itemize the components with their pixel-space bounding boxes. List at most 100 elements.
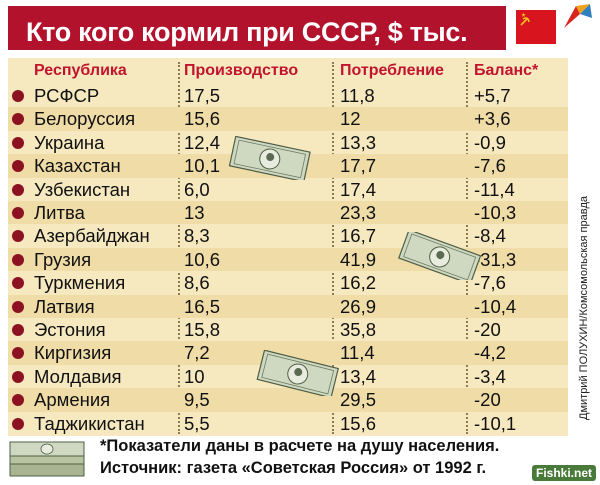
table-row: Армения 9,5 29,5 -20 xyxy=(8,388,568,412)
chart-title: Кто кого кормил при СССР, $ тыс. xyxy=(26,17,468,47)
table-row: Белоруссия 15,6 12 +3,6 xyxy=(8,107,568,131)
republic-cell: Литва xyxy=(34,202,85,223)
consumption-cell: 17,4 xyxy=(340,178,377,200)
ussr-flag xyxy=(516,10,556,44)
production-cell: 10,6 xyxy=(184,248,221,270)
table-row: Таджикистан 5,5 15,6 -10,1 xyxy=(8,412,568,435)
dollar-bill-icon xyxy=(398,232,482,280)
source-note: Источник: газета «Советская Россия» от 1… xyxy=(100,459,487,477)
table-row: Литва 13 23,3 -10,3 xyxy=(8,201,568,225)
footnote: *Показатели даны в расчете на душу насел… xyxy=(100,437,500,455)
production-cell: 13 xyxy=(184,202,205,223)
republic-cell: Армения xyxy=(34,389,111,411)
title-bar: Кто кого кормил при СССР, $ тыс. xyxy=(8,6,506,50)
production-cell: 12,4 xyxy=(184,131,221,153)
row-bullet-icon xyxy=(12,417,24,430)
production-cell: 15,6 xyxy=(184,108,221,130)
balance-cell: -4,2 xyxy=(474,342,506,364)
table-header: Республика Производство Потребление Бала… xyxy=(8,58,568,84)
row-bullet-icon xyxy=(12,370,24,383)
row-bullet-icon xyxy=(12,230,24,243)
row-bullet-icon xyxy=(12,347,24,360)
republic-cell: Казахстан xyxy=(34,155,121,177)
watermark: Fishki.net xyxy=(531,465,596,481)
dollar-bill-icon xyxy=(228,136,311,180)
table-row: Азербайджан 8,3 16,7 -8,4 xyxy=(8,224,568,247)
consumption-cell: 16,2 xyxy=(340,272,377,294)
consumption-cell: 13,4 xyxy=(340,365,377,387)
header-republic: Республика xyxy=(34,62,127,79)
production-cell: 9,5 xyxy=(184,389,210,411)
balance-cell: -3,4 xyxy=(474,365,506,387)
table-row: Латвия 16,5 26,9 -10,4 xyxy=(8,294,568,318)
balance-cell: -10,3 xyxy=(474,202,517,223)
consumption-cell: 11,4 xyxy=(340,342,375,364)
row-bullet-icon xyxy=(12,277,24,290)
consumption-cell: 17,7 xyxy=(340,155,377,177)
balance-cell: -31,3 xyxy=(474,248,517,270)
balance-cell: -7,6 xyxy=(474,155,506,177)
publisher-logo-icon xyxy=(564,4,592,28)
photo-credit: Дмитрий ПОЛУХИН/Комсомольская правда xyxy=(578,196,590,420)
production-cell: 8,3 xyxy=(184,225,210,247)
production-cell: 8,6 xyxy=(184,272,210,294)
header-consumption: Потребление xyxy=(340,62,444,79)
balance-cell: -0,9 xyxy=(474,131,506,153)
balance-cell: -7,6 xyxy=(474,272,506,294)
row-bullet-icon xyxy=(12,324,24,336)
consumption-cell: 35,8 xyxy=(340,319,377,340)
republic-cell: Туркмения xyxy=(34,272,126,294)
production-cell: 10 xyxy=(184,365,205,387)
republic-cell: Латвия xyxy=(34,295,95,317)
row-bullet-icon xyxy=(12,113,24,126)
republic-cell: Эстония xyxy=(34,319,106,340)
row-bullet-icon xyxy=(12,136,24,149)
data-table: Республика Производство Потребление Бала… xyxy=(8,58,568,436)
republic-cell: Молдавия xyxy=(34,365,122,387)
row-bullet-icon xyxy=(12,253,24,266)
dollar-bill-icon xyxy=(256,350,339,396)
table-row: Украина 12,4 13,3 -0,9 xyxy=(8,131,568,154)
republic-cell: Узбекистан xyxy=(34,178,131,200)
money-stack-icon xyxy=(9,441,85,477)
table-row: Молдавия 10 13,4 -3,4 xyxy=(8,365,568,388)
table-row: Грузия 10,6 41,9 -31,3 xyxy=(8,247,568,272)
production-cell: 15,8 xyxy=(184,319,221,340)
republic-cell: Грузия xyxy=(34,248,92,270)
row-bullet-icon xyxy=(12,300,24,313)
consumption-cell: 15,6 xyxy=(340,412,377,434)
consumption-cell: 41,9 xyxy=(340,248,377,270)
production-cell: 7,2 xyxy=(184,342,210,364)
republic-cell: Киргизия xyxy=(34,342,112,364)
row-bullet-icon xyxy=(12,160,24,173)
header-balance: Баланс* xyxy=(474,62,539,79)
balance-cell: -10,4 xyxy=(474,295,517,317)
republic-cell: Таджикистан xyxy=(34,412,145,434)
production-cell: 17,5 xyxy=(184,85,221,106)
balance-cell: -20 xyxy=(474,389,501,411)
republic-cell: Белоруссия xyxy=(34,108,136,130)
row-bullet-icon xyxy=(12,207,24,219)
hammer-sickle-icon xyxy=(520,12,530,26)
republic-cell: РСФСР xyxy=(34,85,100,106)
row-bullet-icon xyxy=(12,394,24,407)
consumption-cell: 16,7 xyxy=(340,225,377,247)
balance-cell: -11,4 xyxy=(474,178,515,200)
republic-cell: Азербайджан xyxy=(34,225,150,247)
consumption-cell: 26,9 xyxy=(340,295,377,317)
balance-cell: -20 xyxy=(474,319,501,340)
consumption-cell: 23,3 xyxy=(340,202,377,223)
balance-cell: -8,4 xyxy=(474,225,506,247)
production-cell: 10,1 xyxy=(184,155,221,177)
balance-cell: +5,7 xyxy=(474,85,511,106)
consumption-cell: 13,3 xyxy=(340,131,377,153)
production-cell: 16,5 xyxy=(184,295,221,317)
consumption-cell: 12 xyxy=(340,108,361,130)
header-production: Производство xyxy=(184,62,299,79)
republic-cell: Украина xyxy=(34,131,105,153)
balance-cell: +3,6 xyxy=(474,108,511,130)
row-bullet-icon xyxy=(12,90,24,102)
balance-cell: -10,1 xyxy=(474,412,517,434)
production-cell: 6,0 xyxy=(184,178,210,200)
table-row: Киргизия 7,2 11,4 -4,2 xyxy=(8,341,568,365)
